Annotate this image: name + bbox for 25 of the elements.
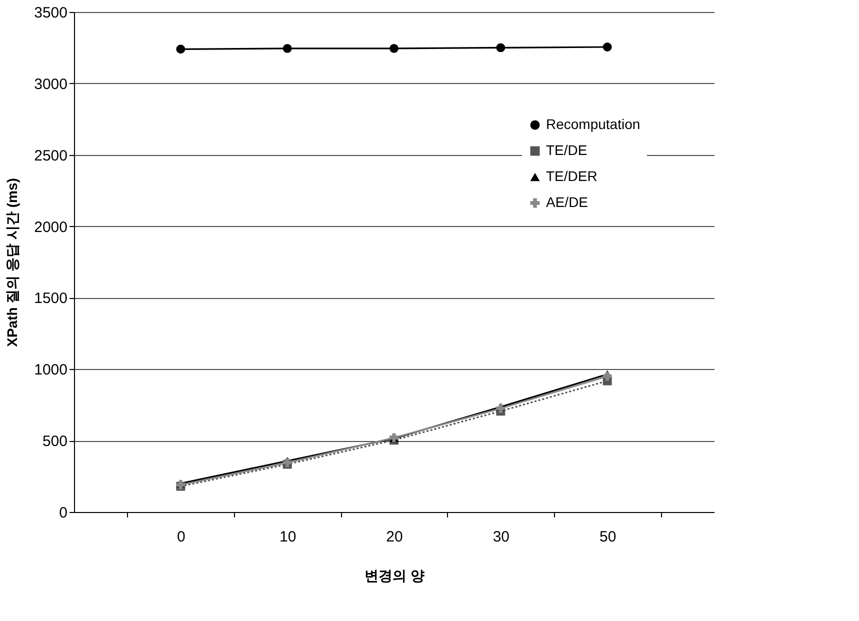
legend-label: TE/DE (546, 142, 588, 158)
point (496, 43, 506, 52)
x-tick-label: 20 (386, 528, 403, 546)
y-tick-label: 1000 (34, 362, 68, 379)
y-tick-label: 0 (59, 504, 68, 522)
x-tick-label: 50 (599, 528, 616, 546)
y-tick-label: 2000 (34, 218, 68, 236)
y-axis-title: XPath 질의 응답 시간 (ms) (4, 178, 20, 347)
y-tick-label: 500 (42, 433, 68, 450)
x-tick-label: 10 (279, 528, 296, 546)
point (282, 44, 292, 53)
legend-label: TE/DER (546, 168, 598, 184)
point (602, 42, 612, 52)
point (602, 372, 612, 381)
x-axis-title: 변경의 양 (364, 568, 424, 584)
x-tick-label: 30 (492, 528, 510, 546)
y-tick-label: 1500 (34, 290, 68, 308)
y-tick-label: 2500 (34, 147, 68, 164)
legend-label: Recomputation (546, 116, 640, 132)
legend-label: AE/DE (546, 194, 588, 210)
point (176, 44, 186, 54)
x-tick-label: 0 (176, 528, 186, 546)
y-tick-label: 3500 (34, 4, 68, 22)
y-tick-label: 3000 (34, 76, 68, 93)
point (390, 44, 398, 53)
